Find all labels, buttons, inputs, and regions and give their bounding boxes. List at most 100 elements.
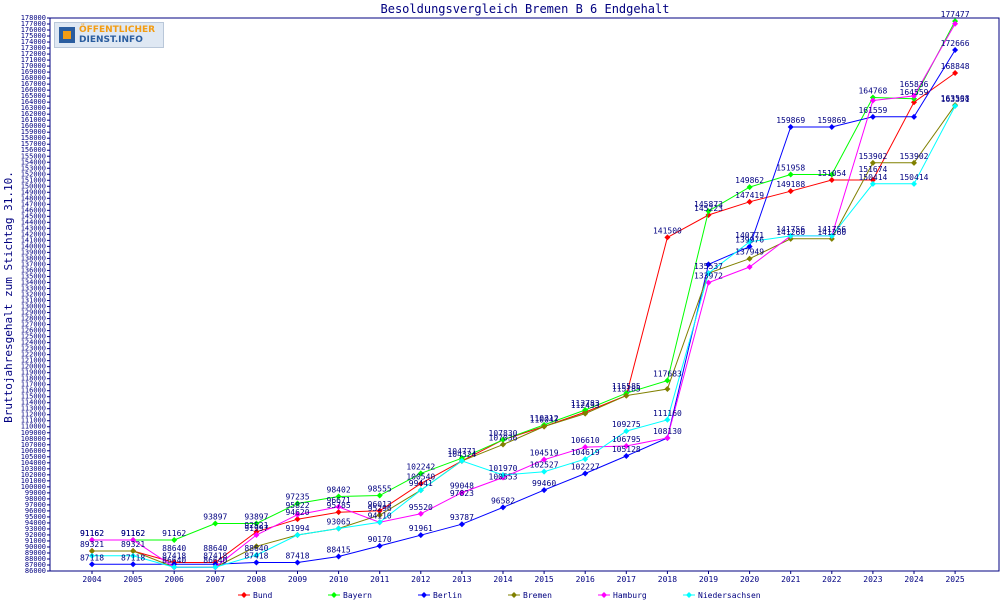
data-label: 151958: [776, 164, 805, 173]
data-point-berlin: [89, 561, 95, 568]
data-label: 91162: [80, 529, 104, 538]
data-point-niedersachsen: [458, 457, 465, 464]
data-label: 90170: [368, 535, 392, 544]
data-point-berlin: [582, 470, 589, 477]
x-tick-label: 2019: [699, 575, 718, 584]
y-tick-label: 147000: [21, 200, 46, 208]
data-label: 89321: [121, 540, 145, 549]
data-label: 99441: [409, 479, 433, 488]
y-tick-label: 165000: [21, 92, 46, 100]
data-label: 149188: [776, 180, 805, 189]
data-label: 86640: [162, 556, 186, 565]
data-point-bund: [787, 188, 794, 195]
data-label: 101970: [489, 464, 518, 473]
y-tick-label: 169000: [21, 68, 46, 76]
y-tick-label: 123000: [21, 345, 46, 353]
data-point-niedersachsen: [541, 468, 548, 475]
y-tick-label: 86000: [25, 567, 46, 575]
legend-marker-bayern: [331, 592, 337, 598]
y-tick-label: 135000: [21, 272, 46, 280]
legend-marker-hamburg: [601, 592, 607, 598]
y-tick-label: 145000: [21, 212, 46, 220]
data-label: 159869: [817, 116, 846, 125]
data-label: 112433: [571, 401, 600, 410]
data-point-bayern: [376, 492, 383, 499]
data-label: 140771: [735, 231, 764, 240]
data-label: 91961: [409, 524, 433, 533]
data-point-niedersachsen: [89, 552, 95, 559]
data-label: 87118: [80, 553, 104, 562]
y-tick-label: 166000: [21, 86, 46, 94]
x-tick-label: 2018: [658, 575, 677, 584]
y-tick-label: 172000: [21, 50, 46, 58]
data-label: 95520: [409, 503, 433, 512]
y-tick-label: 122000: [21, 351, 46, 359]
x-tick-label: 2005: [123, 575, 142, 584]
data-point-niedersachsen: [335, 525, 342, 532]
y-tick-label: 111000: [21, 417, 46, 425]
data-point-niedersachsen: [746, 238, 753, 245]
data-point-niedersachsen: [294, 531, 301, 538]
y-tick-label: 126000: [21, 327, 46, 335]
data-point-hamburg: [911, 92, 917, 99]
data-label: 100553: [489, 473, 518, 482]
data-point-bund: [417, 480, 424, 487]
data-label: 141756: [776, 225, 805, 234]
data-label: 133972: [694, 272, 723, 281]
data-point-hamburg: [705, 279, 712, 286]
x-tick-label: 2021: [781, 575, 800, 584]
data-label: 89321: [80, 540, 104, 549]
legend-label-bund: Bund: [253, 591, 272, 600]
data-label: 107036: [489, 434, 518, 443]
y-tick-label: 131000: [21, 297, 46, 305]
data-label: 153902: [858, 152, 887, 161]
data-label: 150414: [900, 173, 929, 182]
data-label: 100540: [406, 473, 435, 482]
x-tick-label: 2024: [904, 575, 923, 584]
data-label: 115185: [612, 385, 641, 394]
x-tick-label: 2009: [288, 575, 307, 584]
data-point-bremen: [541, 423, 548, 430]
legend-marker-bund: [241, 592, 247, 598]
data-point-niedersachsen: [500, 472, 506, 479]
y-tick-label: 174000: [21, 38, 46, 46]
data-label: 104519: [530, 449, 559, 458]
data-point-bayern: [664, 377, 671, 384]
data-label: 102527: [530, 461, 559, 470]
y-tick-label: 114000: [21, 399, 46, 407]
data-point-bund: [746, 198, 753, 205]
y-tick-label: 138000: [21, 254, 46, 262]
data-point-niedersachsen: [130, 552, 137, 559]
data-point-bremen: [869, 159, 876, 166]
logo-text: ÖFFENTLICHER DIENST.INFO: [79, 25, 155, 45]
y-tick-label: 143000: [21, 224, 46, 232]
data-label: 163508: [941, 94, 970, 103]
data-label: 102242: [406, 462, 435, 471]
y-tick-label: 176000: [21, 26, 46, 34]
y-tick-label: 161000: [21, 116, 46, 124]
data-label: 99048: [450, 482, 474, 491]
y-tick-label: 168000: [21, 74, 46, 82]
y-tick-label: 109000: [21, 429, 46, 437]
y-tick-label: 160000: [21, 122, 46, 130]
y-tick-label: 117000: [21, 381, 46, 389]
y-axis-label: Bruttojahresgehalt zum Stichtag 31.10.: [2, 171, 15, 423]
data-label: 97235: [285, 492, 309, 501]
y-tick-label: 110000: [21, 423, 46, 431]
y-tick-label: 113000: [21, 405, 46, 413]
chart-title: Besoldungsvergleich Bremen B 6 Endgehalt: [381, 2, 670, 16]
y-tick-label: 133000: [21, 284, 46, 292]
data-label: 161559: [858, 106, 887, 115]
y-tick-label: 90000: [25, 543, 46, 551]
y-tick-label: 89000: [25, 549, 46, 557]
data-label: 93065: [327, 518, 351, 527]
series-line-bayern: [92, 20, 956, 541]
y-tick-label: 149000: [21, 188, 46, 196]
data-point-berlin: [746, 243, 753, 250]
data-point-niedersachsen: [828, 232, 835, 239]
data-point-niedersachsen: [952, 103, 959, 110]
data-label: 98402: [327, 485, 351, 494]
x-tick-label: 2023: [863, 575, 882, 584]
